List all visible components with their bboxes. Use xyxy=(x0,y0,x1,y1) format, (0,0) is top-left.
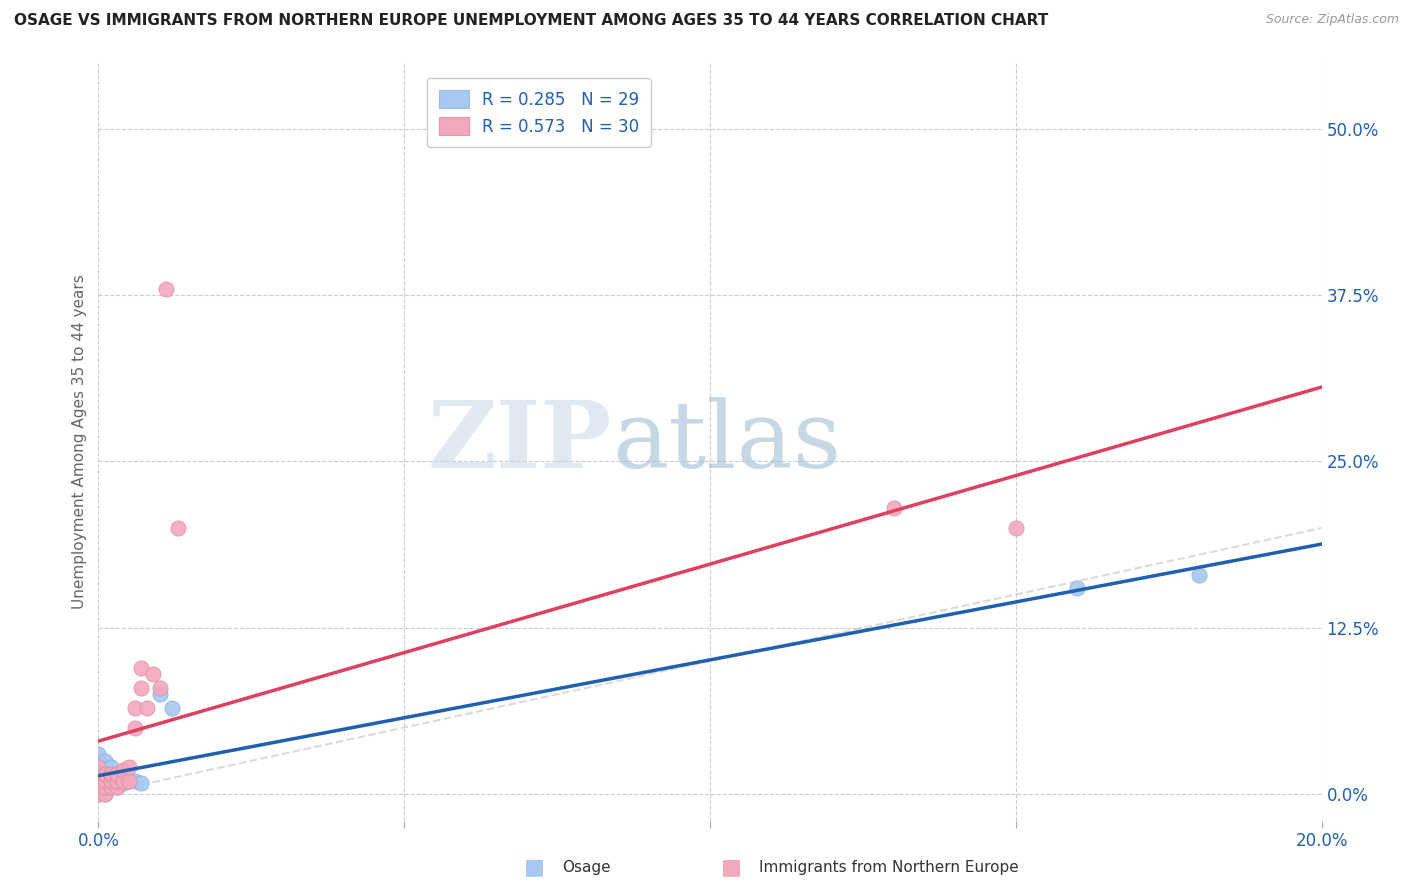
Point xyxy=(87,773,110,788)
Point xyxy=(105,773,128,788)
Point xyxy=(129,681,152,695)
Point xyxy=(93,780,115,795)
Point xyxy=(93,780,115,795)
Point xyxy=(105,767,128,781)
Point xyxy=(118,773,141,788)
Point xyxy=(149,681,172,695)
Point xyxy=(87,763,110,777)
Point xyxy=(87,787,110,801)
Point xyxy=(1188,567,1211,582)
Point xyxy=(124,700,146,714)
Point xyxy=(1004,521,1026,535)
Point xyxy=(87,780,110,795)
Point xyxy=(100,780,122,795)
Point xyxy=(118,773,141,788)
Point xyxy=(105,773,128,788)
Point xyxy=(129,776,152,790)
Point xyxy=(93,773,115,788)
Point xyxy=(87,778,110,792)
Point xyxy=(93,787,115,801)
Point xyxy=(100,760,122,774)
Point xyxy=(93,767,115,781)
Point xyxy=(111,763,134,777)
Text: atlas: atlas xyxy=(612,397,841,486)
Point xyxy=(100,767,122,781)
Point xyxy=(142,667,165,681)
Point xyxy=(105,767,128,781)
Point xyxy=(1066,581,1088,595)
Point xyxy=(100,773,122,788)
Point xyxy=(87,787,110,801)
Text: ■: ■ xyxy=(721,857,741,877)
Text: ■: ■ xyxy=(524,857,544,877)
Point xyxy=(100,773,122,788)
Point xyxy=(87,771,110,785)
Point xyxy=(105,780,128,795)
Point xyxy=(155,282,177,296)
Point xyxy=(93,760,115,774)
Text: OSAGE VS IMMIGRANTS FROM NORTHERN EUROPE UNEMPLOYMENT AMONG AGES 35 TO 44 YEARS : OSAGE VS IMMIGRANTS FROM NORTHERN EUROPE… xyxy=(14,13,1049,29)
Point xyxy=(87,747,110,761)
Point xyxy=(87,760,110,774)
Point xyxy=(87,767,110,781)
Text: Immigrants from Northern Europe: Immigrants from Northern Europe xyxy=(759,860,1019,874)
Point xyxy=(93,787,115,801)
Point xyxy=(124,721,146,735)
Text: Source: ZipAtlas.com: Source: ZipAtlas.com xyxy=(1265,13,1399,27)
Y-axis label: Unemployment Among Ages 35 to 44 years: Unemployment Among Ages 35 to 44 years xyxy=(72,274,87,609)
Point xyxy=(111,776,134,790)
Text: Osage: Osage xyxy=(562,860,612,874)
Point xyxy=(93,754,115,768)
Point xyxy=(129,661,152,675)
Point xyxy=(111,773,134,788)
Point xyxy=(111,770,134,784)
Point xyxy=(167,521,190,535)
Point xyxy=(93,773,115,788)
Point xyxy=(93,767,115,781)
Point xyxy=(883,501,905,516)
Point xyxy=(100,767,122,781)
Legend: R = 0.285   N = 29, R = 0.573   N = 30: R = 0.285 N = 29, R = 0.573 N = 30 xyxy=(427,78,651,147)
Point xyxy=(105,780,128,795)
Point xyxy=(136,700,159,714)
Point xyxy=(87,783,110,797)
Point xyxy=(124,773,146,788)
Point xyxy=(100,780,122,795)
Text: ZIP: ZIP xyxy=(427,397,612,486)
Point xyxy=(160,700,183,714)
Point xyxy=(118,760,141,774)
Point xyxy=(149,687,172,701)
Point xyxy=(87,755,110,769)
